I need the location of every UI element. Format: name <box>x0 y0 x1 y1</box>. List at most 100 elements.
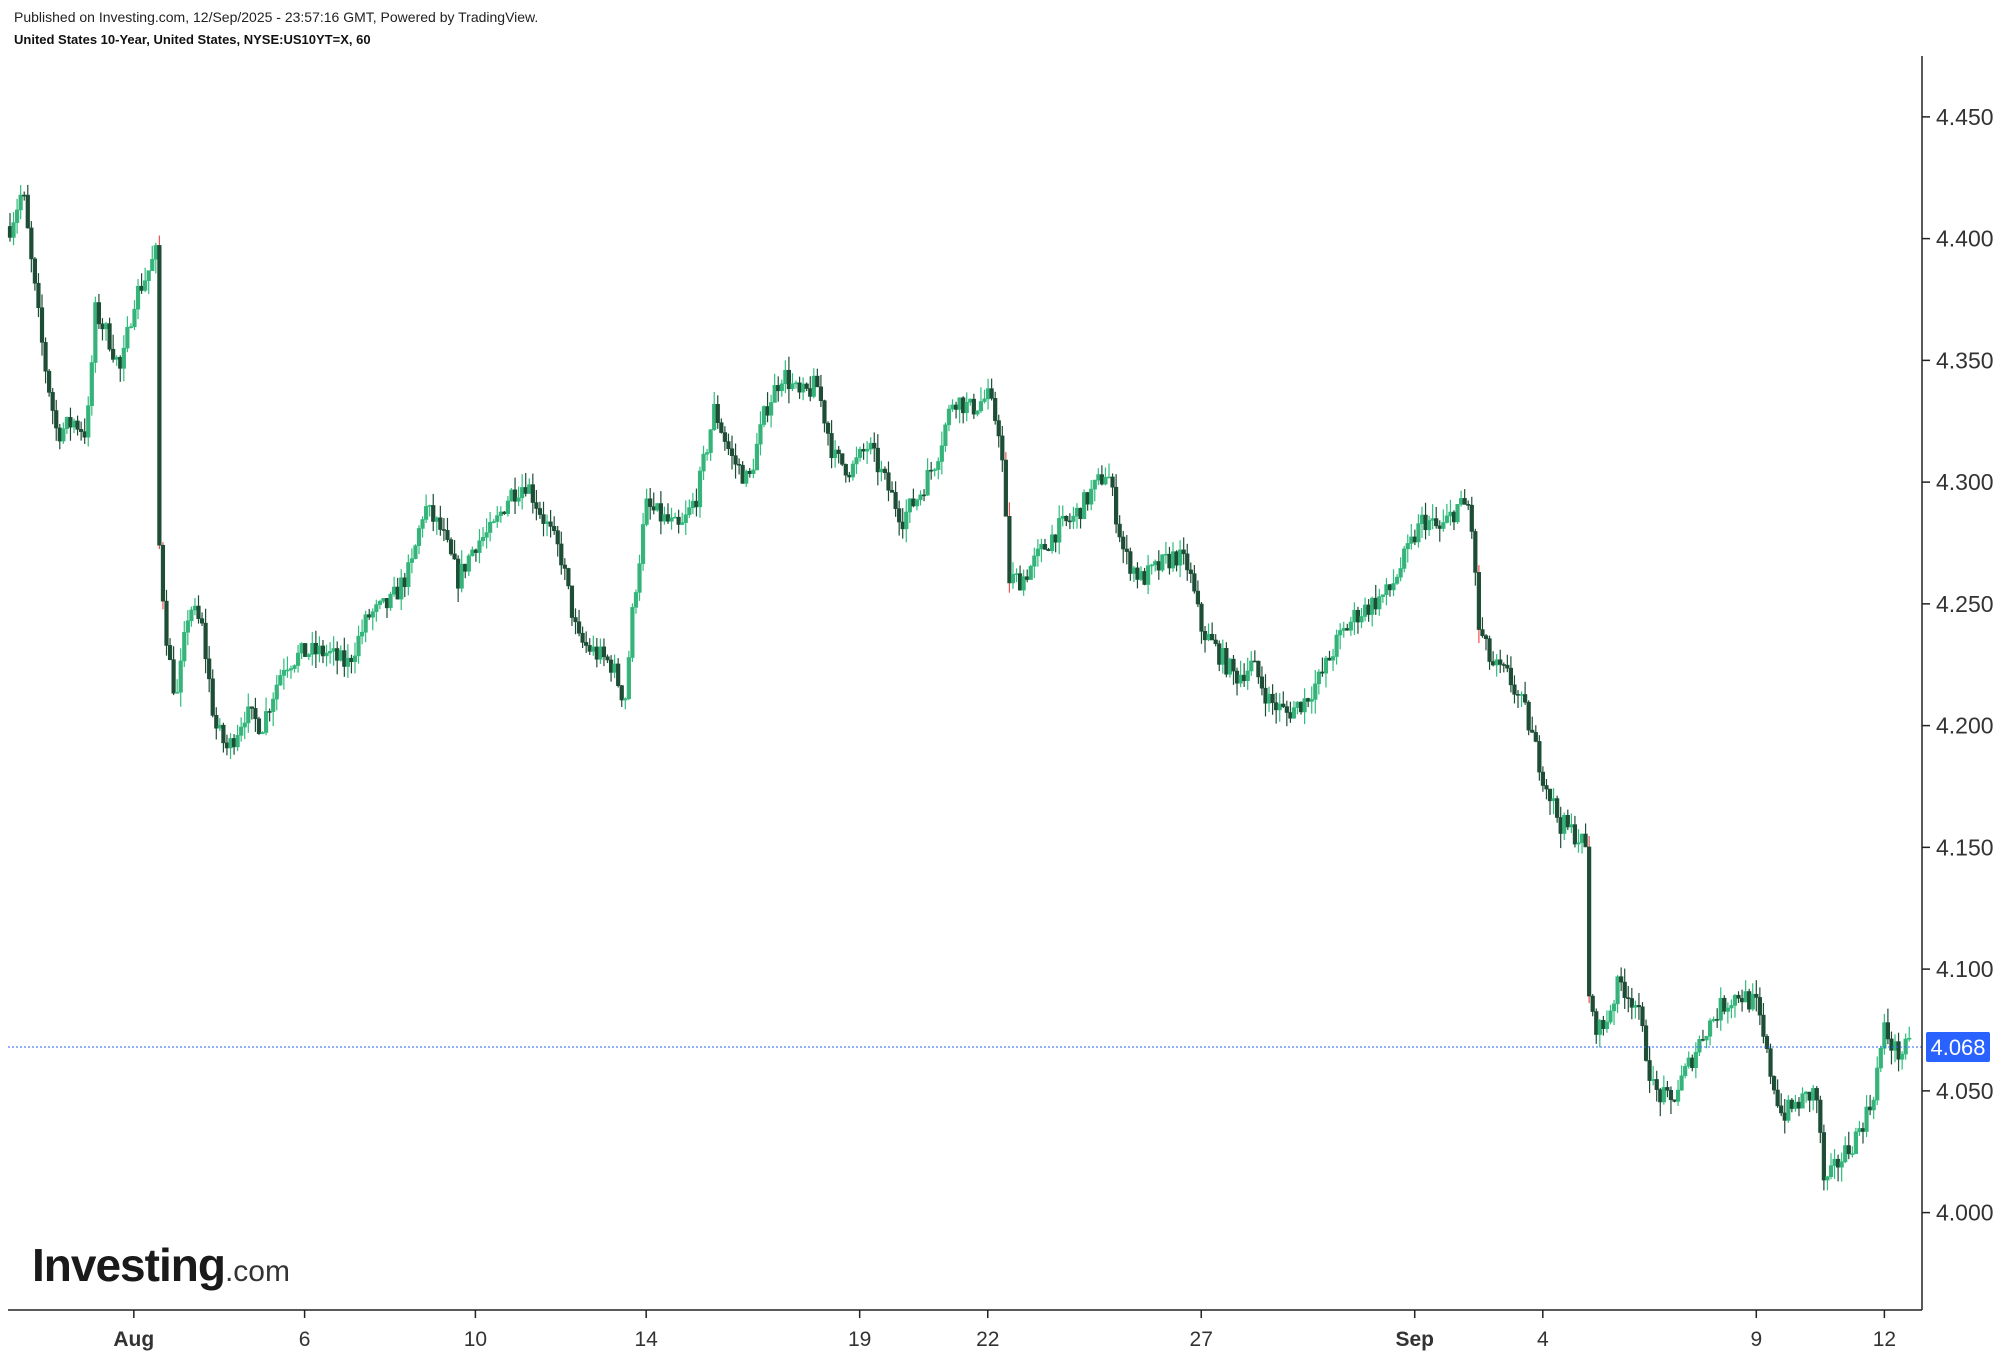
candle-body <box>224 742 230 749</box>
candle-body <box>1562 814 1567 834</box>
candle-body <box>18 194 23 211</box>
candle-body <box>1053 534 1058 543</box>
candle-body <box>107 323 112 350</box>
candle-body <box>1871 1099 1876 1111</box>
candle-body <box>1636 1005 1642 1008</box>
candle-body <box>1480 629 1485 636</box>
candle-body <box>833 449 838 459</box>
y-tick-label: 4.200 <box>1936 713 1994 739</box>
candle-body <box>424 506 429 520</box>
candle-body <box>1178 549 1183 566</box>
candle-body <box>769 402 774 416</box>
candle-body <box>1643 1025 1649 1061</box>
candle-body <box>790 383 795 390</box>
candle-body <box>1359 616 1364 623</box>
candle-body <box>1085 492 1090 505</box>
candle-body <box>121 347 126 369</box>
candle-body <box>1238 674 1243 684</box>
candle-body <box>160 544 166 602</box>
candle-body <box>96 302 102 325</box>
candle-body <box>221 724 226 744</box>
candle-body <box>1274 702 1279 711</box>
candle-body <box>1565 814 1570 828</box>
candle-body <box>1128 551 1133 574</box>
candle-body <box>1747 991 1752 1010</box>
candle-body <box>1277 703 1282 711</box>
investing-logo: Investing.com <box>32 1238 290 1292</box>
candle-body <box>1199 603 1204 632</box>
candle-body <box>1405 543 1410 550</box>
candle-body <box>1231 658 1236 672</box>
candle-body <box>327 651 333 654</box>
candle-body <box>1651 1079 1656 1081</box>
candle-body <box>1391 583 1396 591</box>
candle-body <box>356 635 361 657</box>
candle-body <box>1473 531 1478 573</box>
candle-body <box>1885 1022 1891 1040</box>
candle-body <box>1355 609 1361 623</box>
candle-body <box>86 405 91 438</box>
candle-body <box>1362 604 1368 617</box>
y-tick-label: 4.100 <box>1936 956 1994 982</box>
candle-body <box>427 505 432 507</box>
candle-body <box>1768 1048 1773 1077</box>
x-axis: Aug 6 10 14 19 22 27 Sep 4 9 12 <box>113 1310 1896 1351</box>
candle-body <box>715 404 720 423</box>
candle-body <box>1569 824 1574 828</box>
candle-body <box>1757 997 1762 1016</box>
candle-body <box>520 487 525 499</box>
candle-body <box>1508 667 1513 686</box>
candle-body <box>349 657 354 663</box>
candle-body <box>1174 551 1179 566</box>
candle-body <box>50 392 55 411</box>
candle-body <box>1263 687 1268 704</box>
candle-body <box>1505 664 1510 669</box>
candle-body <box>1697 1039 1702 1053</box>
candle-body <box>680 522 685 525</box>
candle-body <box>1583 833 1588 848</box>
candle-body <box>1672 1099 1677 1102</box>
candle-body <box>470 549 475 557</box>
candle-body <box>11 222 16 238</box>
candle-body <box>1234 670 1240 684</box>
candle-body <box>1003 459 1008 517</box>
candle-body <box>836 449 841 454</box>
candle-body <box>1089 488 1094 505</box>
candle-body <box>1601 1020 1606 1029</box>
candle-body <box>1811 1088 1816 1101</box>
candle-body <box>1611 1003 1617 1012</box>
y-tick-label: 4.300 <box>1936 469 1994 495</box>
candle-body <box>829 433 834 459</box>
candle-body <box>1284 706 1289 713</box>
candle-body <box>370 611 375 618</box>
candle-body <box>1469 504 1474 532</box>
candle-body <box>1700 1039 1706 1041</box>
candle-body <box>1146 565 1151 585</box>
candle-body <box>1149 564 1154 567</box>
candle-body <box>285 669 290 672</box>
candle-body <box>342 650 347 667</box>
candle-body <box>1245 670 1250 682</box>
candle-body <box>1587 846 1592 997</box>
candle-body <box>825 422 831 434</box>
candle-body <box>911 498 916 507</box>
candle-body <box>367 614 372 618</box>
candle-body <box>1597 1020 1602 1035</box>
candle-body <box>1693 1051 1698 1068</box>
candle-body <box>1195 590 1201 605</box>
candle-body <box>1754 993 1759 998</box>
candle-body <box>921 494 927 497</box>
candle-body <box>1444 515 1449 523</box>
candle-body <box>1099 474 1104 485</box>
candle-body <box>498 511 503 516</box>
candle-body <box>918 494 923 501</box>
candle-body <box>196 605 201 619</box>
candle-body <box>1814 1088 1819 1101</box>
candle-body <box>1665 1087 1670 1091</box>
candle-body <box>271 698 276 712</box>
candle-body <box>1202 631 1208 641</box>
candles-group <box>7 184 1912 1191</box>
candle-body <box>1451 511 1457 523</box>
candle-body <box>299 643 304 654</box>
